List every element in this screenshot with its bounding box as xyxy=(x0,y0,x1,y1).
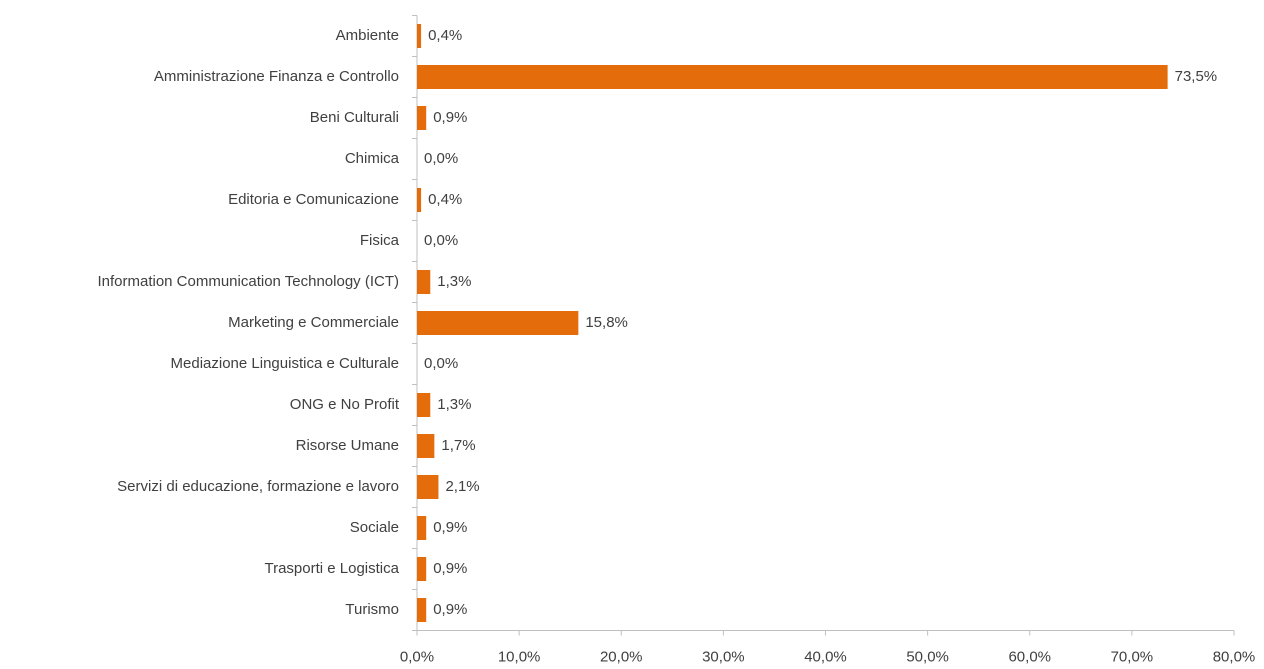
y-tick-label: Turismo xyxy=(345,601,399,618)
bar xyxy=(417,598,427,622)
data-label: 73,5% xyxy=(1175,68,1218,85)
bar xyxy=(417,557,427,581)
data-label: 15,8% xyxy=(585,314,628,331)
bar xyxy=(417,516,427,540)
bar xyxy=(417,65,1168,89)
y-tick-label: Risorse Umane xyxy=(296,437,399,454)
y-tick-label: Fisica xyxy=(360,232,400,249)
x-tick-label: 40,0% xyxy=(804,648,847,665)
x-tick-label: 20,0% xyxy=(600,648,643,665)
data-label: 1,3% xyxy=(437,396,471,413)
data-label: 0,9% xyxy=(433,601,467,618)
data-label: 0,4% xyxy=(428,191,462,208)
y-tick-label: Sociale xyxy=(350,519,399,536)
data-label: 0,9% xyxy=(433,109,467,126)
x-tick-label: 0,0% xyxy=(400,648,434,665)
x-tick-label: 70,0% xyxy=(1111,648,1154,665)
y-tick-label: Servizi di educazione, formazione e lavo… xyxy=(117,478,399,495)
y-tick-label: Information Communication Technology (IC… xyxy=(97,273,399,290)
y-tick-label: Editoria e Comunicazione xyxy=(228,191,399,208)
y-tick-label: Ambiente xyxy=(336,27,399,44)
y-tick-label: Amministrazione Finanza e Controllo xyxy=(154,68,399,85)
data-label: 0,0% xyxy=(424,150,458,167)
x-tick-label: 10,0% xyxy=(498,648,541,665)
y-tick-label: Mediazione Linguistica e Culturale xyxy=(171,355,399,372)
y-tick-label: Beni Culturali xyxy=(310,109,399,126)
x-tick-label: 60,0% xyxy=(1008,648,1051,665)
data-label: 1,3% xyxy=(437,273,471,290)
data-label: 2,1% xyxy=(445,478,479,495)
bar xyxy=(417,188,422,212)
bar xyxy=(417,24,422,48)
y-tick-label: ONG e No Profit xyxy=(290,396,400,413)
bar xyxy=(417,475,439,499)
bar xyxy=(417,393,431,417)
data-label: 0,4% xyxy=(428,27,462,44)
x-tick-label: 50,0% xyxy=(906,648,949,665)
y-tick-label: Chimica xyxy=(345,150,400,167)
bar xyxy=(417,270,431,294)
bar xyxy=(417,106,427,130)
y-tick-label: Trasporti e Logistica xyxy=(264,560,399,577)
data-label: 0,0% xyxy=(424,355,458,372)
bar xyxy=(417,434,435,458)
data-label: 1,7% xyxy=(441,437,475,454)
y-tick-label: Marketing e Commerciale xyxy=(228,314,399,331)
data-label: 0,9% xyxy=(433,560,467,577)
data-label: 0,0% xyxy=(424,232,458,249)
x-tick-label: 80,0% xyxy=(1213,648,1256,665)
data-label: 0,9% xyxy=(433,519,467,536)
x-tick-label: 30,0% xyxy=(702,648,745,665)
bar xyxy=(417,311,579,335)
